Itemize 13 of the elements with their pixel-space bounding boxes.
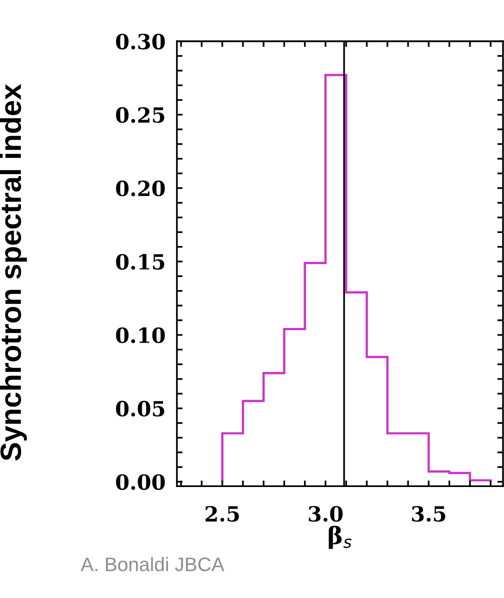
y-tick-label: 0.10 [116,327,165,344]
y-tick-label: 0.00 [116,474,165,490]
y-tick-label: 0.30 [116,34,165,50]
y-tick-label: 0.05 [116,400,164,417]
x-axis-title: β$_{s}$ [328,526,352,549]
y-tick-label: 0.15 [116,254,164,270]
text: A. Bonaldi JBCA [80,557,224,572]
y-axis-title: Synchrotron spectral index [0,84,27,461]
y-tick-label: 0.20 [116,180,165,196]
x-tick-label: 3.0 [308,506,343,522]
x-tick-label: 2.5 [206,506,239,522]
y-tick-label: 0.25 [116,107,164,123]
x-tick-label: 3.5 [412,506,446,522]
